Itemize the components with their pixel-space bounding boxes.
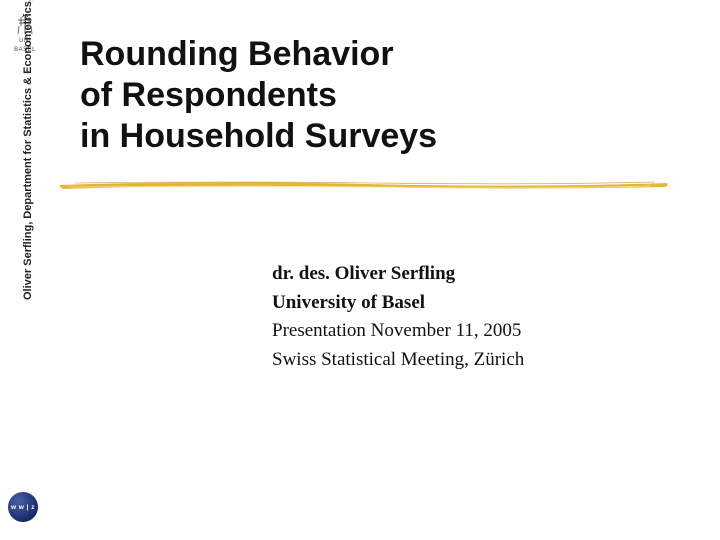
event-date: Presentation November 11, 2005 bbox=[272, 317, 524, 346]
brush-divider bbox=[55, 178, 675, 192]
author-name: dr. des. Oliver Serfling bbox=[272, 260, 524, 289]
wwz-logo-text: w w | z bbox=[11, 504, 35, 511]
author-affiliation: University of Basel bbox=[272, 289, 524, 318]
slide: UNI BASEL Oliver Serfling, Department fo… bbox=[0, 0, 720, 540]
author-block: dr. des. Oliver Serfling University of B… bbox=[272, 260, 524, 374]
sidebar-attribution: Oliver Serfling, Department for Statisti… bbox=[22, 0, 34, 300]
title-line-1: Rounding Behavior bbox=[80, 34, 437, 75]
wwz-logo: w w | z bbox=[8, 492, 38, 522]
slide-title: Rounding Behavior of Respondents in Hous… bbox=[80, 34, 437, 156]
title-line-2: of Respondents bbox=[80, 75, 437, 116]
title-line-3: in Household Surveys bbox=[80, 116, 437, 157]
event-name: Swiss Statistical Meeting, Zürich bbox=[272, 346, 524, 375]
